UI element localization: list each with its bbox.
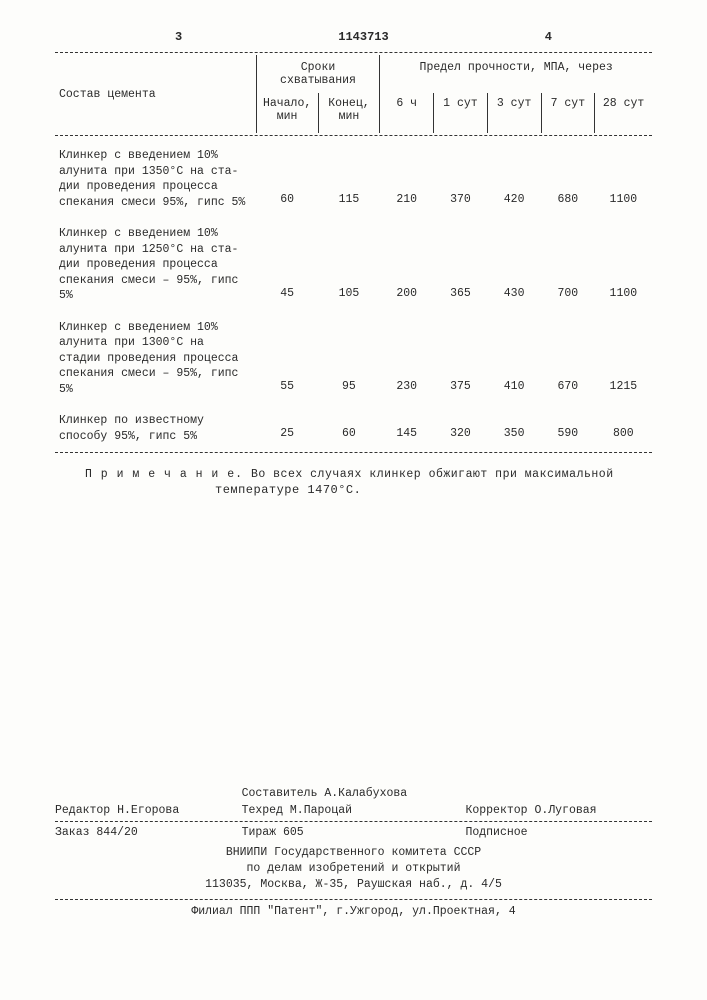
cell: 410 (487, 310, 541, 404)
cell: 210 (380, 138, 434, 216)
col-strength: Предел прочности, МПА, через (380, 55, 652, 93)
org-line2: по делам изобретений и открытий (55, 861, 652, 877)
cell: 60 (318, 403, 380, 450)
composer: Составитель А.Калабухова (242, 787, 466, 800)
note-label: П р и м е ч а н и е. (85, 468, 243, 481)
cell: 375 (434, 310, 488, 404)
cell: 230 (380, 310, 434, 404)
cell: 145 (380, 403, 434, 450)
cell-desc: Клинкер с введением 10% алунита при 1350… (55, 138, 256, 216)
note-line2: температуре 1470°С. (55, 483, 652, 497)
cell: 365 (434, 216, 488, 310)
cell: 420 (487, 138, 541, 216)
col-28d: 28 сут (595, 93, 652, 133)
note: П р и м е ч а н и е. Во всех случаях кли… (55, 467, 652, 483)
cell: 590 (541, 403, 595, 450)
order: Заказ 844/20 (55, 826, 242, 839)
cell: 45 (256, 216, 318, 310)
col-end: Конец, мин (318, 93, 380, 133)
editor-name: Н.Егорова (117, 804, 179, 817)
cell: 350 (487, 403, 541, 450)
cell: 1100 (595, 216, 652, 310)
cell: 60 (256, 138, 318, 216)
table-top-rule (55, 52, 652, 53)
cell: 430 (487, 216, 541, 310)
col-composition: Состав цемента (55, 55, 256, 133)
table-row: Клинкер с введением 10% алунита при 1250… (55, 216, 652, 310)
doc-number: 1143713 (338, 30, 388, 44)
col-start: Начало, мин (256, 93, 318, 133)
cell: 105 (318, 216, 380, 310)
cell: 95 (318, 310, 380, 404)
filial: Филиал ППП "Патент", г.Ужгород, ул.Проек… (55, 904, 652, 920)
footer: Составитель А.Калабухова Редактор Н.Егор… (55, 785, 652, 920)
cell: 680 (541, 138, 595, 216)
page-num-left: 3 (175, 30, 182, 44)
cell: 700 (541, 216, 595, 310)
col-7d: 7 сут (541, 93, 595, 133)
cell: 115 (318, 138, 380, 216)
col-6h: 6 ч (380, 93, 434, 133)
table-row: Клинкер с введением 10% алунита при 1300… (55, 310, 652, 404)
corrector-name: О.Луговая (534, 804, 596, 817)
cell: 670 (541, 310, 595, 404)
table-bottom-rule (55, 452, 652, 453)
tirazh: Тираж 605 (242, 826, 466, 839)
table-row: Клинкер по известному способу 95%, гипс … (55, 403, 652, 450)
cell: 1100 (595, 138, 652, 216)
cell: 1215 (595, 310, 652, 404)
data-table: Состав цемента Сроки схватывания Предел … (55, 55, 652, 450)
cell: 25 (256, 403, 318, 450)
cell: 200 (380, 216, 434, 310)
corrector-label: Корректор (465, 804, 527, 817)
podpisnoe: Подписное (465, 826, 652, 839)
cell-desc: Клинкер с введением 10% алунита при 1250… (55, 216, 256, 310)
techred-label: Техред (242, 804, 283, 817)
techred-name: М.Пароцай (290, 804, 352, 817)
cell-desc: Клинкер по известному способу 95%, гипс … (55, 403, 256, 450)
col-1d: 1 сут (434, 93, 488, 133)
editor-label: Редактор (55, 804, 110, 817)
org-addr: 113035, Москва, Ж-35, Раушская наб., д. … (55, 877, 652, 893)
col-3d: 3 сут (487, 93, 541, 133)
note-text1: Во всех случаях клинкер обжигают при мак… (251, 468, 614, 481)
col-setting: Сроки схватывания (256, 55, 380, 93)
table-row: Клинкер с введением 10% алунита при 1350… (55, 138, 652, 216)
page-num-right: 4 (545, 30, 552, 44)
cell: 320 (434, 403, 488, 450)
cell-desc: Клинкер с введением 10% алунита при 1300… (55, 310, 256, 404)
page-header: 3 1143713 4 (55, 30, 652, 44)
cell: 370 (434, 138, 488, 216)
table-body: Клинкер с введением 10% алунита при 1350… (55, 138, 652, 450)
cell: 800 (595, 403, 652, 450)
cell: 55 (256, 310, 318, 404)
org-line1: ВНИИПИ Государственного комитета СССР (55, 845, 652, 861)
